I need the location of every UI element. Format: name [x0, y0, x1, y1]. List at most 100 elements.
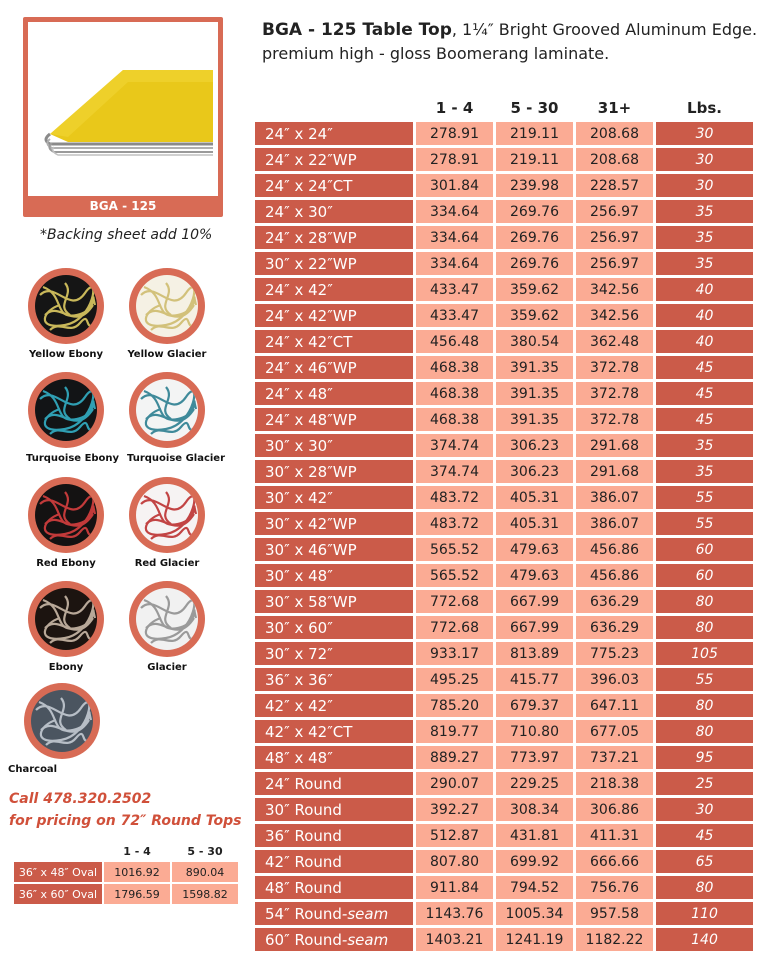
price-1-4: 301.84: [416, 174, 493, 197]
header-5-30: 5 - 30: [510, 99, 559, 117]
title-rest: , 1¼″ Bright Grooved Aluminum Edge.: [451, 20, 758, 39]
price-row: 30″ x 46″WP 565.52 479.63 456.86 60: [255, 538, 753, 561]
weight-lbs: 110: [656, 902, 753, 925]
size-cell: 36″ x 36″: [255, 668, 413, 691]
price-1-4: 512.87: [416, 824, 493, 847]
title-bold: BGA - 125 Table Top: [262, 20, 452, 40]
size-cell: 24″ x 22″WP: [255, 148, 413, 171]
price-row: 30″ x 48″ 565.52 479.63 456.86 60: [255, 564, 753, 587]
weight-lbs: 55: [656, 668, 753, 691]
weight-lbs: 80: [656, 720, 753, 743]
price-row: 24″ x 42″ 433.47 359.62 342.56 40: [255, 278, 753, 301]
price-row: 30″ Round 392.27 308.34 306.86 30: [255, 798, 753, 821]
weight-lbs: 80: [656, 876, 753, 899]
price-row: 30″ x 72″ 933.17 813.89 775.23 105: [255, 642, 753, 665]
price-5-30: 306.23: [496, 460, 573, 483]
swatch-ebony: Ebony: [26, 581, 106, 673]
swatch-circle: [28, 372, 104, 448]
swatch-label: Glacier: [147, 662, 187, 673]
oval-price: 1598.82: [172, 884, 238, 904]
price-5-30: 667.99: [496, 616, 573, 639]
swatch-circle: [24, 683, 100, 759]
oval-row: 36″ x 60″ Oval 1796.59 1598.82: [14, 884, 238, 904]
price-5-30: 380.54: [496, 330, 573, 353]
price-31-plus: 256.97: [576, 252, 653, 275]
price-5-30: 308.34: [496, 798, 573, 821]
price-row: 30″ x 28″WP 374.74 306.23 291.68 35: [255, 460, 753, 483]
weight-lbs: 30: [656, 148, 753, 171]
price-1-4: 819.77: [416, 720, 493, 743]
price-5-30: 431.81: [496, 824, 573, 847]
size-cell: 30″ x 58″WP: [255, 590, 413, 613]
price-1-4: 334.64: [416, 226, 493, 249]
price-5-30: 710.80: [496, 720, 573, 743]
price-1-4: 433.47: [416, 278, 493, 301]
price-1-4: 334.64: [416, 200, 493, 223]
oval-size: 36″ x 48″ Oval: [14, 862, 102, 882]
price-31-plus: 372.78: [576, 356, 653, 379]
price-5-30: 219.11: [496, 148, 573, 171]
price-5-30: 405.31: [496, 512, 573, 535]
title-line2: premium high - gloss Boomerang laminate.: [262, 44, 610, 63]
swatch-circle: [129, 477, 205, 553]
weight-lbs: 25: [656, 772, 753, 795]
price-5-30: 415.77: [496, 668, 573, 691]
header-1-4: 1 - 4: [435, 99, 474, 117]
swatch-label: Turquoise Glacier: [127, 453, 226, 464]
price-31-plus: 737.21: [576, 746, 653, 769]
price-1-4: 495.25: [416, 668, 493, 691]
swatch-red-glacier: Red Glacier: [127, 477, 207, 569]
price-31-plus: 256.97: [576, 226, 653, 249]
table-top-illustration: [44, 70, 213, 156]
price-5-30: 773.97: [496, 746, 573, 769]
price-5-30: 219.11: [496, 122, 573, 145]
price-row: 24″ x 48″WP 468.38 391.35 372.78 45: [255, 408, 753, 431]
size-cell: 30″ Round: [255, 798, 413, 821]
oval-price: 890.04: [172, 862, 238, 882]
size-cell: 24″ x 48″: [255, 382, 413, 405]
price-31-plus: 256.97: [576, 200, 653, 223]
product-image: [28, 22, 218, 196]
price-1-4: 278.91: [416, 122, 493, 145]
price-1-4: 433.47: [416, 304, 493, 327]
price-31-plus: 208.68: [576, 122, 653, 145]
phone-number[interactable]: 478.320.2502: [43, 791, 152, 807]
page-title: BGA - 125 Table Top, 1¼″ Bright Grooved …: [262, 18, 757, 66]
price-31-plus: 456.86: [576, 538, 653, 561]
price-1-4: 374.74: [416, 460, 493, 483]
weight-lbs: 45: [656, 382, 753, 405]
price-31-plus: 208.68: [576, 148, 653, 171]
price-1-4: 483.72: [416, 512, 493, 535]
price-5-30: 479.63: [496, 564, 573, 587]
weight-lbs: 45: [656, 356, 753, 379]
size-cell: 60″ Round-seam: [255, 928, 413, 951]
price-31-plus: 291.68: [576, 460, 653, 483]
price-row: 30″ x 42″WP 483.72 405.31 386.07 55: [255, 512, 753, 535]
weight-lbs: 80: [656, 590, 753, 613]
header-lbs: Lbs.: [687, 99, 722, 117]
price-5-30: 269.76: [496, 200, 573, 223]
price-31-plus: 411.31: [576, 824, 653, 847]
swatch-label: Yellow Ebony: [28, 349, 104, 360]
price-1-4: 565.52: [416, 564, 493, 587]
weight-lbs: 65: [656, 850, 753, 873]
price-31-plus: 218.38: [576, 772, 653, 795]
price-1-4: 1143.76: [416, 902, 493, 925]
price-31-plus: 636.29: [576, 616, 653, 639]
swatch-circle: [129, 372, 205, 448]
size-cell: 30″ x 28″WP: [255, 460, 413, 483]
weight-lbs: 95: [656, 746, 753, 769]
price-5-30: 359.62: [496, 304, 573, 327]
price-row: 24″ x 42″CT 456.48 380.54 362.48 40: [255, 330, 753, 353]
price-row: 24″ x 22″WP 278.91 219.11 208.68 30: [255, 148, 753, 171]
oval-price: 1016.92: [104, 862, 170, 882]
weight-lbs: 40: [656, 278, 753, 301]
price-1-4: 785.20: [416, 694, 493, 717]
price-31-plus: 228.57: [576, 174, 653, 197]
price-row: 24″ x 48″ 468.38 391.35 372.78 45: [255, 382, 753, 405]
price-5-30: 391.35: [496, 408, 573, 431]
call-line2: for pricing on 72″ Round: [9, 813, 206, 829]
size-cell: 30″ x 42″: [255, 486, 413, 509]
size-cell: 24″ x 42″: [255, 278, 413, 301]
weight-lbs: 35: [656, 434, 753, 457]
